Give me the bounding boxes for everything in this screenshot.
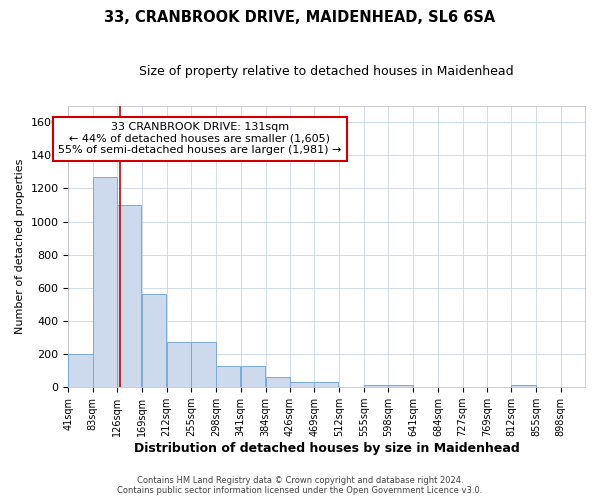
Bar xyxy=(388,384,413,387)
Bar xyxy=(68,354,92,387)
Y-axis label: Number of detached properties: Number of detached properties xyxy=(15,158,25,334)
Text: 33 CRANBROOK DRIVE: 131sqm
← 44% of detached houses are smaller (1,605)
55% of s: 33 CRANBROOK DRIVE: 131sqm ← 44% of deta… xyxy=(58,122,341,156)
Bar xyxy=(290,382,314,387)
Text: 33, CRANBROOK DRIVE, MAIDENHEAD, SL6 6SA: 33, CRANBROOK DRIVE, MAIDENHEAD, SL6 6SA xyxy=(104,10,496,25)
Bar xyxy=(364,384,388,387)
Bar xyxy=(191,342,215,387)
X-axis label: Distribution of detached houses by size in Maidenhead: Distribution of detached houses by size … xyxy=(134,442,520,455)
Bar xyxy=(266,378,290,387)
Text: Contains HM Land Registry data © Crown copyright and database right 2024.
Contai: Contains HM Land Registry data © Crown c… xyxy=(118,476,482,495)
Bar xyxy=(92,177,116,387)
Bar xyxy=(314,382,338,387)
Bar xyxy=(511,384,536,387)
Bar xyxy=(142,294,166,387)
Bar xyxy=(216,366,240,387)
Bar xyxy=(117,205,142,387)
Bar xyxy=(241,366,265,387)
Bar xyxy=(167,342,191,387)
Title: Size of property relative to detached houses in Maidenhead: Size of property relative to detached ho… xyxy=(139,65,514,78)
